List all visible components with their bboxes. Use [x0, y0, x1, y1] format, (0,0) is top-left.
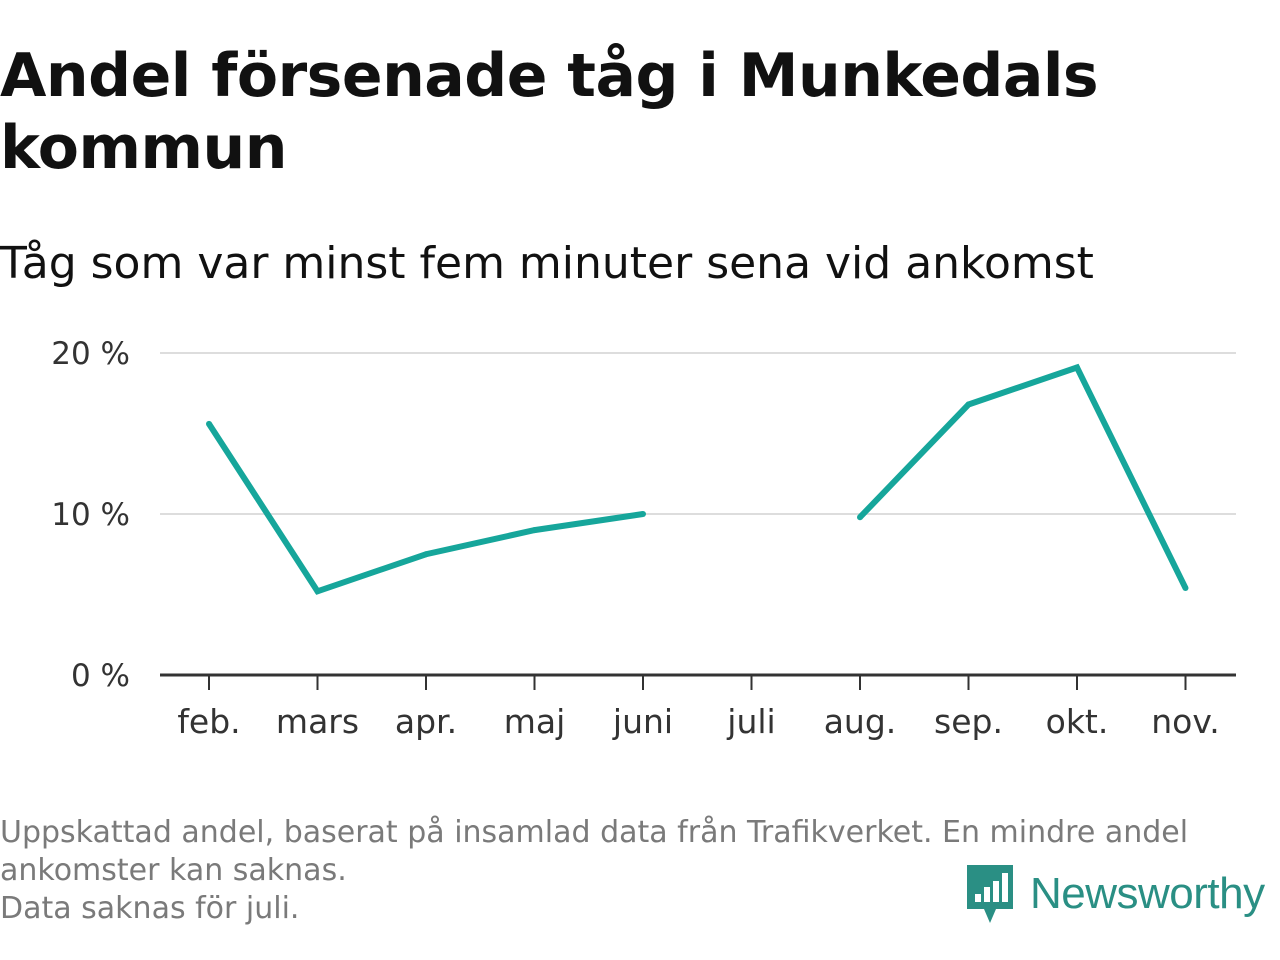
series-line-segment — [857, 363, 1189, 590]
chart-title: Andel försenade tåg i Munkedals kommun — [0, 41, 1099, 183]
data-point — [423, 551, 429, 558]
x-tick-label: sep. — [934, 702, 1003, 741]
footnote-line-3: Data saknas för juli. — [0, 891, 300, 926]
data-point — [1074, 364, 1080, 371]
x-tick-label: maj — [504, 702, 566, 741]
footnote-line-2: ankomster kan saknas. — [0, 853, 347, 888]
newsworthy-logo[interactable]: Newsworthy — [964, 862, 1265, 926]
data-point — [640, 511, 646, 517]
y-tick-label: 20 % — [51, 336, 130, 372]
x-tick-label: aug. — [824, 702, 897, 741]
x-tick-label: nov. — [1151, 702, 1220, 741]
y-tick-label: 10 % — [51, 497, 130, 533]
newsworthy-chart-icon — [967, 865, 1013, 923]
footnote: Uppskattad andel, baserat på insamlad da… — [0, 814, 1275, 928]
data-point — [314, 588, 321, 595]
chart-subtitle: Tåg som var minst fem minuter sena vid a… — [0, 238, 1094, 289]
x-tick-label: apr. — [395, 702, 457, 741]
x-tick-label: okt. — [1046, 702, 1109, 741]
data-point — [531, 527, 538, 534]
y-tick-label: 0 % — [71, 658, 130, 694]
line-chart: 0 % 10 % 20 % feb. mars apr. maj juni juli aug. s… — [51, 336, 1236, 741]
data-point — [857, 514, 863, 521]
logo-text: Newsworthy — [1030, 869, 1265, 918]
data-point — [1182, 585, 1189, 592]
x-tick-label: juni — [612, 702, 673, 741]
footnote-line-1: Uppskattad andel, baserat på insamlad da… — [0, 815, 1189, 850]
data-point — [965, 401, 972, 408]
series-line-segment — [206, 422, 644, 595]
x-tick-label: juli — [726, 702, 775, 741]
data-point — [206, 420, 212, 427]
x-tick-label: mars — [276, 702, 359, 741]
x-tick-label: feb. — [177, 702, 240, 741]
